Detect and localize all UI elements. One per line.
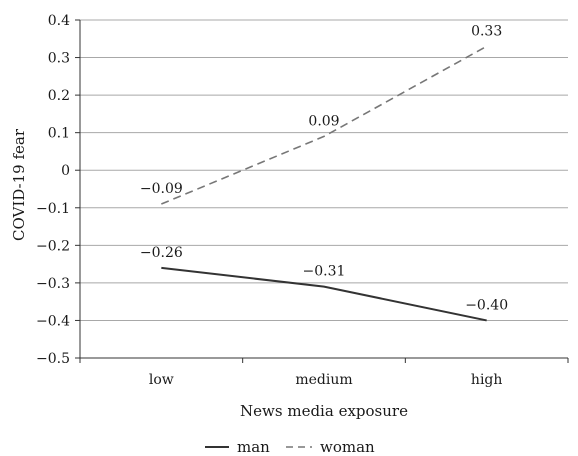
x-tick-labels: low medium high [149,372,503,388]
y-tick-label: −0.3 [36,276,70,292]
x-tick-label: low [149,372,174,388]
legend: man woman [205,438,375,456]
legend-label-man: man [237,438,270,456]
y-tick-labels: 0.4 0.3 0.2 0.1 0 −0.1 −0.2 −0.3 −0.4 −0.5 [36,13,70,367]
x-tick-label: high [471,372,502,388]
data-label-woman: 0.33 [471,23,502,39]
y-tick-label: 0.3 [48,51,70,67]
data-label-man: −0.40 [465,297,508,313]
y-tick-label: 0.1 [48,126,70,142]
legend-label-woman: woman [320,438,375,456]
y-tick-label: −0.1 [36,201,70,217]
series-line-woman [161,45,488,205]
y-tick-label: 0.4 [48,13,70,29]
data-labels: −0.26 −0.31 −0.40 −0.09 0.09 0.33 [140,23,508,313]
y-tick-label: 0.2 [48,88,70,104]
data-label-woman: −0.09 [140,181,183,197]
series-line-man [161,266,487,322]
y-tick-label: 0 [61,163,70,179]
data-label-man: −0.26 [140,245,183,261]
axes [75,19,569,363]
y-tick-label: −0.4 [36,313,70,329]
x-tick-label: medium [295,372,352,388]
data-label-man: −0.31 [303,264,346,280]
y-axis-title: COVID-19 fear [10,128,28,241]
data-label-woman: 0.09 [308,113,339,129]
x-axis-title: News media exposure [240,402,408,420]
series-lines [161,45,488,322]
y-tick-label: −0.5 [36,351,70,367]
y-tick-label: −0.2 [36,238,70,254]
